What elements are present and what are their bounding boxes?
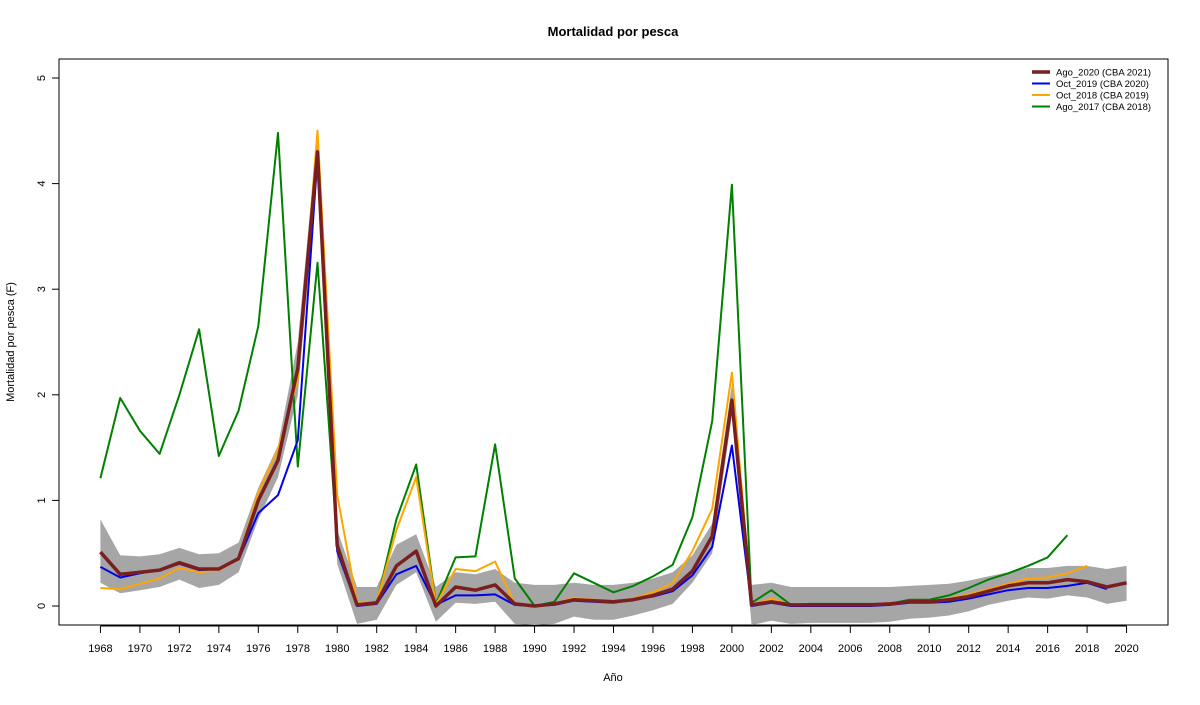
x-tick-label: 2000: [720, 643, 744, 655]
x-tick-label: 1974: [207, 643, 231, 655]
x-tick-label: 1990: [522, 643, 546, 655]
x-tick-label: 2006: [838, 643, 862, 655]
x-tick-label: 1994: [601, 643, 625, 655]
y-tick-label: 1: [36, 497, 48, 503]
x-tick-label: 1978: [286, 643, 310, 655]
x-tick-label: 1968: [88, 643, 112, 655]
x-axis-label: Año: [603, 672, 623, 684]
x-tick-label: 2018: [1075, 643, 1099, 655]
series-line-oct-2019-cba-2020: [99, 156, 1108, 607]
x-tick-label: 1982: [364, 643, 388, 655]
x-tick-label: 2002: [759, 643, 783, 655]
x-tick-label: 1998: [680, 643, 704, 655]
y-tick-label: 0: [36, 603, 48, 609]
x-tick-label: 2012: [956, 643, 980, 655]
y-tick-label: 2: [36, 392, 48, 398]
x-tick-label: 1992: [562, 643, 586, 655]
x-tick-label: 2020: [1114, 643, 1138, 655]
x-tick-label: 1970: [128, 643, 152, 655]
x-tick-label: 2014: [996, 643, 1020, 655]
x-tick-label: 1988: [483, 643, 507, 655]
legend: Ago_2020 (CBA 2021)Oct_2019 (CBA 2020)Oc…: [1032, 68, 1151, 113]
x-tick-label: 2010: [917, 643, 941, 655]
legend-label: Ago_2017 (CBA 2018): [1056, 102, 1151, 113]
x-tick-label: 1996: [641, 643, 665, 655]
y-tick-label: 4: [36, 181, 48, 187]
legend-label: Oct_2018 (CBA 2019): [1056, 91, 1149, 102]
y-tick-label: 5: [36, 75, 48, 81]
series-line-ago-2020-cba-2021: [99, 150, 1127, 608]
y-tick-label: 3: [36, 286, 48, 292]
x-tick-label: 2004: [799, 643, 823, 655]
x-tick-label: 1980: [325, 643, 349, 655]
x-tick-label: 2016: [1035, 643, 1059, 655]
x-tick-label: 1984: [404, 643, 428, 655]
plot-frame: [58, 58, 1169, 626]
legend-label: Ago_2020 (CBA 2021): [1056, 68, 1151, 79]
y-axis-label: Mortalidad por pesca (F): [5, 282, 17, 402]
x-tick-label: 1986: [443, 643, 467, 655]
legend-label: Oct_2019 (CBA 2020): [1056, 79, 1149, 90]
x-tick-label: 1976: [246, 643, 270, 655]
confidence-band: [100, 130, 1127, 626]
x-tick-label: 1972: [167, 643, 191, 655]
chart-title: Mortalidad por pesca: [548, 24, 680, 39]
x-tick-label: 2008: [878, 643, 902, 655]
